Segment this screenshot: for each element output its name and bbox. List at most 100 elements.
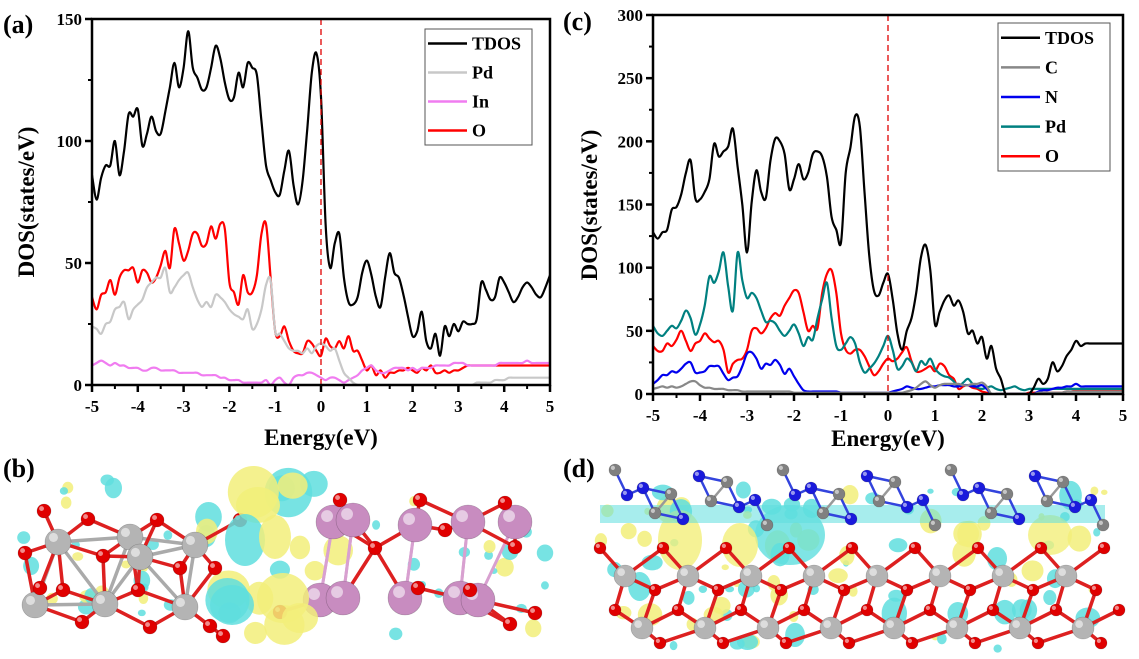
series-line-in	[92, 359, 550, 385]
c-atom-highlight	[762, 520, 768, 526]
o-atom	[860, 603, 874, 617]
o-atom-highlight	[965, 585, 971, 591]
o-atom	[412, 492, 428, 508]
y-tick-label: 300	[618, 6, 644, 25]
panel-a-label: (a)	[3, 10, 33, 39]
pd-atom-highlight	[995, 568, 1004, 577]
o-atom-highlight	[595, 543, 601, 549]
legend-label-pd: Pd	[1045, 117, 1066, 137]
in-atom	[497, 504, 533, 540]
x-tick-label: 4	[1072, 406, 1081, 425]
x-tick-label: 1	[363, 397, 372, 416]
isosurface-lobe	[927, 488, 934, 494]
c-atom-highlight	[1058, 477, 1063, 482]
c-atom	[1000, 487, 1014, 501]
o-atom	[1097, 541, 1111, 555]
n-atom-highlight	[974, 483, 980, 488]
o-atom-highlight	[58, 585, 63, 590]
o-atom-highlight	[610, 605, 616, 611]
o-atom	[1049, 603, 1063, 617]
n-atom-highlight	[1030, 471, 1035, 476]
legend-label-tdos: TDOS	[1045, 28, 1094, 48]
isosurface-lobe	[300, 470, 328, 497]
legend-label-c: C	[1045, 57, 1058, 77]
n-atom-highlight	[622, 490, 628, 495]
c-atom-highlight	[818, 508, 824, 513]
panel-c-plot-area: -5 -4 -3 -2 -1 0 1 2 3 4 5050100150200250300TDOSCN…	[618, 6, 1128, 425]
isosurface-lobe	[59, 487, 69, 495]
c-atom	[1096, 518, 1110, 532]
o-atom-highlight	[658, 543, 664, 549]
o-atom-highlight	[902, 585, 908, 591]
o-atom	[142, 619, 158, 635]
pd-atom-highlight	[185, 535, 195, 545]
o-atom-highlight	[713, 585, 719, 591]
o-atom-highlight	[1051, 605, 1056, 611]
series-line-tdos	[653, 113, 1123, 394]
pd-atom-highlight	[806, 568, 815, 577]
o-atom	[905, 636, 919, 650]
n-atom	[1012, 512, 1026, 526]
x-tick-label: 3	[1025, 406, 1034, 425]
isosurface-lobe	[210, 585, 254, 625]
isosurface-lobe	[1067, 525, 1092, 552]
legend: TDOS CN Pd O	[997, 22, 1111, 172]
in-atom-highlight	[503, 510, 515, 522]
c-atom	[776, 463, 790, 477]
n-atom	[636, 481, 650, 495]
o-atom	[55, 582, 71, 598]
pd-atom-highlight	[130, 547, 140, 557]
o-atom-highlight	[505, 619, 510, 624]
o-atom-highlight	[1028, 585, 1033, 591]
in-atom-highlight	[456, 510, 468, 522]
n-atom	[972, 481, 986, 495]
o-atom-highlight	[1033, 638, 1038, 644]
o-atom	[130, 582, 146, 598]
o-atom-highlight	[77, 617, 83, 622]
x-tick-label: -3	[740, 406, 754, 425]
legend-label-in: In	[472, 92, 489, 112]
n-atom	[748, 493, 762, 507]
o-atom	[779, 636, 793, 650]
legend-label-n: N	[1045, 87, 1058, 107]
pd-atom	[865, 564, 889, 588]
c-atom-highlight	[666, 489, 672, 494]
isosurface-lobe	[372, 520, 381, 530]
panel-c-label: (c)	[563, 7, 592, 36]
pd-atom-highlight	[1058, 568, 1066, 577]
n-atom	[804, 481, 818, 495]
pd-atom-highlight	[869, 568, 878, 577]
o-atom	[734, 603, 748, 617]
y-tick-label: 50	[65, 254, 82, 273]
y-tick-label: 150	[618, 196, 644, 215]
isosurface-lobe	[721, 564, 729, 571]
isosurface-lobe	[993, 599, 1016, 625]
panel-d-charge-density-structure: (d)	[563, 454, 1126, 653]
o-atom-highlight	[862, 605, 868, 611]
o-atom-highlight	[210, 563, 215, 568]
pd-atom	[21, 591, 49, 619]
o-atom	[986, 603, 1000, 617]
in-atom	[450, 504, 486, 540]
n-atom	[1028, 469, 1042, 483]
x-tick-label: 0	[884, 406, 893, 425]
o-atom	[648, 583, 662, 597]
x-tick-label: -1	[834, 406, 848, 425]
pd-atom	[171, 593, 199, 621]
in-atom-highlight	[341, 508, 353, 520]
o-atom	[923, 603, 937, 617]
y-tick-label: 200	[618, 132, 644, 151]
in-atom-highlight	[448, 586, 460, 598]
isosurface-lobe	[953, 521, 980, 547]
x-tick-label: 5	[546, 397, 555, 416]
o-atom-highlight	[1091, 585, 1096, 591]
o-atom-highlight	[736, 605, 742, 611]
o-atom	[963, 583, 977, 597]
o-atom-highlight	[500, 498, 505, 503]
pd-atom	[630, 616, 654, 640]
n-atom	[1068, 500, 1082, 514]
y-tick-label: 0	[635, 385, 644, 404]
n-atom-highlight	[902, 502, 908, 507]
